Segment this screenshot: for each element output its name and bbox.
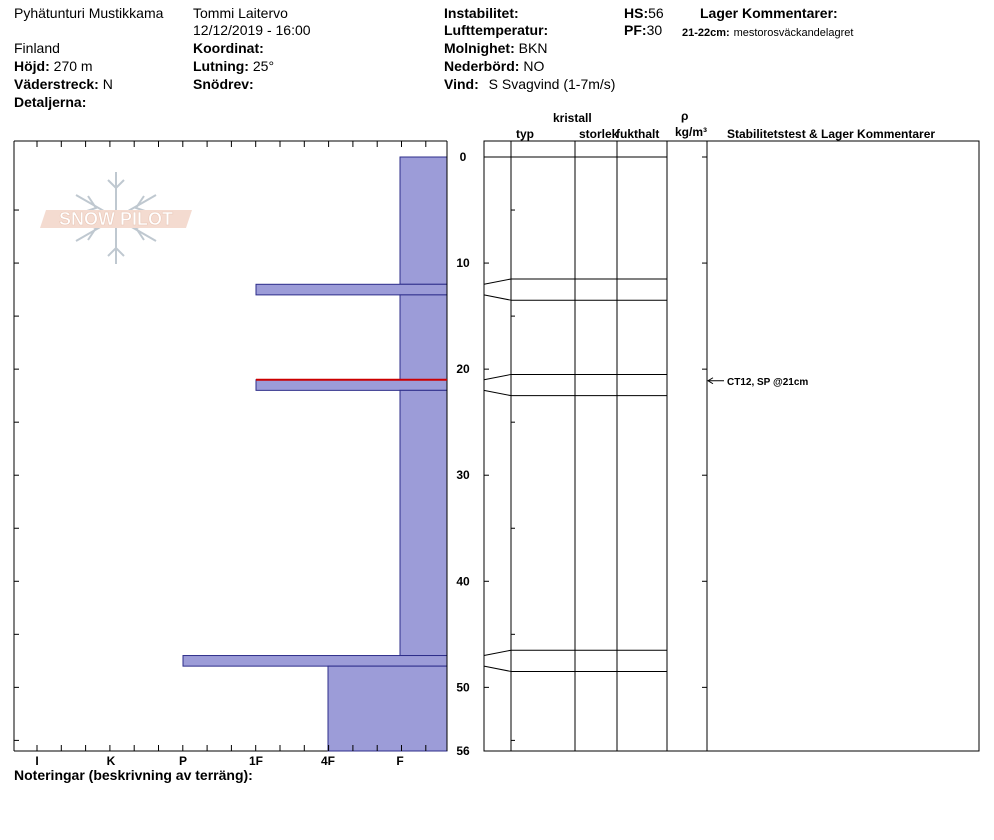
boundary-connector bbox=[483, 294, 512, 301]
col-crystal: kristall bbox=[553, 111, 592, 125]
boundary-connector bbox=[483, 649, 512, 657]
wind-value: S Svagvind (1-7m/s) bbox=[488, 76, 616, 92]
hs-value: 56 bbox=[648, 5, 664, 21]
boundary-connector bbox=[483, 278, 512, 285]
precip-label: Nederbörd: bbox=[444, 58, 520, 74]
hs-row: HS:56 bbox=[624, 5, 664, 21]
hardness-bar bbox=[399, 389, 448, 657]
hardness-bar bbox=[255, 379, 448, 391]
elevation-label: Höjd: bbox=[14, 58, 50, 74]
elevation-value: 270 m bbox=[53, 58, 93, 74]
hardness-bar bbox=[182, 655, 448, 667]
col-rho: ρ bbox=[681, 109, 689, 123]
slope-label: Lutning: bbox=[193, 58, 249, 74]
hardness-tick-label: F bbox=[396, 754, 403, 768]
drift-label: Snödrev: bbox=[193, 76, 254, 92]
depth-tick-label: 10 bbox=[456, 256, 470, 270]
slope-row: Lutning: 25° bbox=[193, 58, 274, 74]
layer-comment-text: mestorosväckandelagret bbox=[733, 27, 854, 39]
depth-tick-label: 30 bbox=[456, 468, 470, 482]
pf-label: PF: bbox=[624, 22, 647, 38]
col-density: kg/m³ bbox=[675, 125, 708, 139]
pf-row: PF:30 bbox=[624, 22, 662, 38]
boundary-connector bbox=[483, 665, 512, 672]
wind-row: Vind: S Svagvind (1-7m/s) bbox=[444, 76, 615, 92]
precip-value: NO bbox=[523, 58, 545, 74]
elevation-row: Höjd: 270 m bbox=[14, 58, 93, 74]
hardness-bar bbox=[399, 294, 448, 381]
location-name: Pyhätunturi Mustikkama bbox=[14, 5, 164, 21]
sky-label: Molnighet: bbox=[444, 40, 515, 56]
sky-row: Molnighet: BKN bbox=[444, 40, 547, 56]
layer-comments-label: Lager Kommentarer: bbox=[700, 5, 838, 21]
col-size: storlek bbox=[579, 127, 619, 141]
observer-name: Tommi Laitervo bbox=[193, 5, 288, 21]
depth-tick-label: 20 bbox=[456, 362, 470, 376]
layer-comment-row: 21-22cm: mestorosväckandelagret bbox=[682, 23, 853, 41]
hardness-tick-label: P bbox=[179, 754, 187, 768]
hardness-tick-label: I bbox=[35, 754, 38, 768]
col-stability: Stabilitetstest & Lager Kommentarer bbox=[727, 127, 936, 141]
depth-tick-label: 40 bbox=[456, 574, 470, 588]
instability-label: Instabilitet: bbox=[444, 5, 519, 21]
aspect-row: Väderstreck: N bbox=[14, 76, 113, 92]
precip-row: Nederbörd: NO bbox=[444, 58, 544, 74]
col-moisture: fukthalt bbox=[616, 127, 660, 141]
hardness-tick-label: 4F bbox=[321, 754, 335, 768]
pf-value: 30 bbox=[646, 22, 663, 38]
hardness-tick-label: 1F bbox=[249, 754, 263, 768]
hardness-bar bbox=[255, 283, 448, 296]
country: Finland bbox=[14, 40, 60, 56]
snowpilot-logo: SNOW PILOT bbox=[40, 172, 192, 264]
depth-tick-label: 56 bbox=[456, 744, 470, 758]
hardness-profile-plot: I K P 1F 4F F 0 10 20 30 40 50 56 bbox=[13, 140, 489, 768]
hs-label: HS: bbox=[624, 5, 649, 21]
details-label: Detaljerna: bbox=[14, 94, 87, 110]
coordinates-label: Koordinat: bbox=[193, 40, 264, 56]
test-arrow-head bbox=[707, 377, 714, 385]
col-type: typ bbox=[516, 127, 534, 141]
depth-tick-label: 0 bbox=[460, 150, 467, 164]
layer-table-frame bbox=[483, 140, 980, 752]
slope-value: 25° bbox=[252, 58, 275, 74]
stability-test-label: CT12, SP @21cm bbox=[727, 377, 808, 388]
footer-note: Noteringar (beskrivning av terräng): bbox=[14, 767, 253, 783]
sky-value: BKN bbox=[518, 40, 548, 56]
logo-text: SNOW PILOT bbox=[59, 209, 173, 229]
boundary-connector bbox=[483, 373, 512, 381]
boundary-connector bbox=[483, 389, 512, 397]
layer-comment-depth: 21-22cm: bbox=[682, 27, 730, 39]
wind-label: Vind: bbox=[444, 76, 479, 92]
logo-banner bbox=[40, 210, 192, 228]
depth-tick-label: 50 bbox=[456, 680, 470, 694]
hardness-bar bbox=[327, 665, 448, 752]
hardness-tick-label: K bbox=[107, 754, 116, 768]
hardness-bar bbox=[399, 156, 448, 285]
aspect-label: Väderstreck: bbox=[14, 76, 99, 92]
air-temp-label: Lufttemperatur: bbox=[444, 22, 549, 38]
aspect-value: N bbox=[102, 76, 113, 92]
observation-datetime: 12/12/2019 - 16:00 bbox=[193, 22, 311, 38]
layer-table bbox=[483, 140, 980, 752]
